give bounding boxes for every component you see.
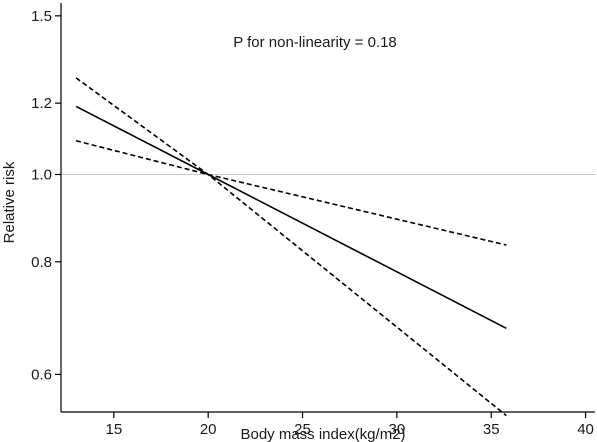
confidence-bound-line-2 <box>75 139 507 246</box>
confidence-bound-line-1 <box>75 77 507 417</box>
y-tick-label: 0.6 <box>31 366 52 383</box>
x-tick-label: 40 <box>577 421 594 438</box>
x-tick-label: 20 <box>200 421 217 438</box>
y-tick-label: 1.5 <box>31 8 52 25</box>
non-linearity-annotation: P for non-linearity = 0.18 <box>233 34 397 51</box>
y-tick-label: 0.8 <box>31 254 52 271</box>
series-layer <box>75 77 507 417</box>
y-tick-label: 1.0 <box>31 166 52 183</box>
x-tick-label: 35 <box>483 421 500 438</box>
x-tick-label: 15 <box>105 421 122 438</box>
y-axis-title: Relative risk <box>1 161 18 243</box>
axes-layer: 15 20 25 30 35 40 0.6 0.8 1.0 1.2 1.5 <box>31 3 595 438</box>
relative-risk-line <box>75 105 507 330</box>
x-tick-label: 25 <box>294 421 311 438</box>
x-tick-label: 30 <box>389 421 406 438</box>
x-axis-title: Body mass index(kg/m2) <box>240 426 405 442</box>
y-tick-label: 1.2 <box>31 95 52 112</box>
